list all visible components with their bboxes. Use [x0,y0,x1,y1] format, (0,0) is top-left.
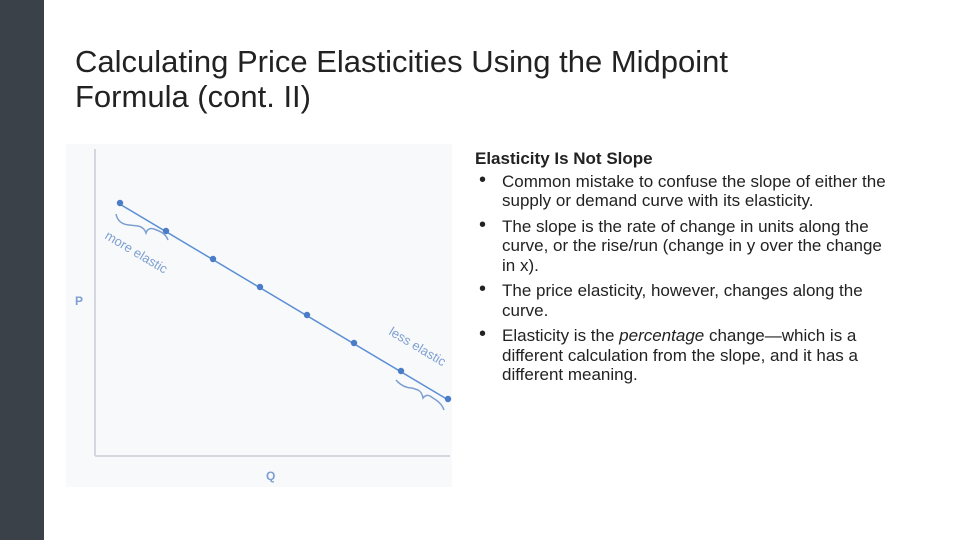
side-accent-bar [0,0,44,540]
bullet-dot-icon: • [479,168,487,191]
bullet-list: • Common mistake to confuse the slope of… [475,168,895,385]
content-panel: Elasticity Is Not Slope • Common mistake… [475,149,895,391]
x-axis-label: Q [266,469,275,483]
y-axis-label: P [75,294,83,308]
curve-point [350,339,358,347]
curve-point [116,199,124,207]
curve-point [397,367,405,375]
more-elastic-label: more elastic [102,228,170,277]
curve-point [444,395,452,403]
title-line-2: Formula (cont. II) [75,79,311,114]
bullet-text-emphasis: percentage [619,326,705,345]
curve-point [162,227,170,235]
demand-curve-figure: P Q more elastic less elastic [66,144,452,487]
bullet-dot-icon: • [479,213,487,236]
curve-point [256,283,264,291]
bullet-dot-icon: • [479,323,487,345]
more-elastic-brace [115,213,169,241]
demand-curve-svg: P Q more elastic less elastic [75,149,452,483]
less-elastic-brace [395,379,445,411]
bullet-item: • Common mistake to confuse the slope of… [475,168,895,211]
content-heading: Elasticity Is Not Slope [475,149,653,168]
bullet-text: Common mistake to confuse the slope of e… [502,171,886,211]
title-line-1: Calculating Price Elasticities Using the… [75,44,729,79]
slide-title: Calculating Price Elasticities Using the… [75,44,895,114]
bullet-dot-icon: • [479,278,487,300]
bullet-text-suffix: change—which is a different calculation … [502,326,858,384]
demand-line [117,202,451,402]
bullet-text: The price elasticity, however, changes a… [502,281,863,320]
bullet-item: • The slope is the rate of change in uni… [475,213,895,276]
curve-point [209,255,217,263]
curve-point [303,311,311,319]
bullet-item: • Elasticity is the percentage change—wh… [475,323,895,385]
bullet-text-prefix: Elasticity is the [502,326,620,345]
less-elastic-label: less elastic [386,324,449,370]
bullet-text: The slope is the rate of change in units… [502,216,882,275]
bullet-item: • The price elasticity, however, changes… [475,278,895,320]
